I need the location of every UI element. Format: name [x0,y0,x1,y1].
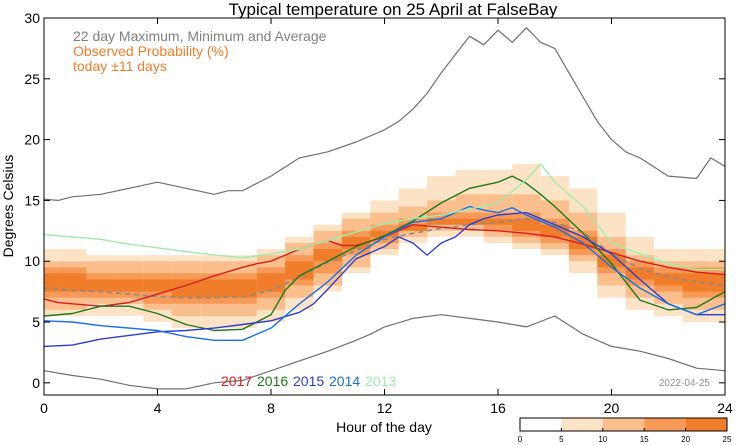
series-line-2015 [43,211,725,348]
legend-observed-probability: Observed Probability (%) [73,43,229,59]
colorbar: 0 5 10 15 20 25 [518,417,732,444]
series-line-minimum [43,314,726,390]
colorbar-tick-label: 5 [559,435,564,444]
probability-cell [455,218,484,225]
probability-cell [398,224,428,231]
year-label-2016: 2016 [257,373,288,389]
probability-cell [625,267,655,280]
y-axis-label: Degrees Celsius [0,155,16,258]
probability-cell [512,218,541,231]
legend-max-min-avg: 22 day Maximum, Minimum and Average [73,28,327,44]
year-label-2014: 2014 [329,373,360,389]
probability-cell [285,261,314,280]
probability-heatmap [44,163,725,329]
x-tick-label: 24 [717,400,733,416]
probability-cell [44,273,59,292]
date-stamp: 2022-04-25 [659,378,711,389]
series-line-2013 [43,163,725,271]
probability-cell [114,279,144,292]
probability-cell [171,279,201,298]
year-label-2017: 2017 [221,373,252,389]
x-tick-label: 0 [40,400,48,416]
x-tick-label: 16 [490,400,506,416]
probability-cell [200,279,229,298]
colorbar-tick-label: 15 [640,435,649,444]
colorbar-tick-label: 20 [681,435,690,444]
x-tick-label: 20 [604,400,620,416]
legend: 22 day Maximum, Minimum and Average Obse… [73,28,327,74]
colorbar-frame [519,417,728,432]
legend-today-range: today ±11 days [73,58,167,74]
colorbar-tick-label: 0 [518,435,523,444]
y-tick-label: 30 [24,10,40,26]
probability-cell [143,279,172,292]
probability-cell [313,249,342,262]
colorbar-segment [644,418,686,431]
probability-cell [654,273,683,286]
x-axis-label: Hour of the day [336,419,432,435]
series-line-average [43,217,726,299]
series-line-2014 [43,205,726,341]
axes: 0 4 8 12 16 20 24 0 5 10 15 20 25 30 [24,10,733,416]
series-lines [43,27,726,390]
colorbar-segment [602,418,645,431]
x-tick-label: 8 [267,400,275,416]
probability-cell [710,273,725,292]
probability-cell [427,218,456,225]
x-tick-label: 12 [377,400,393,416]
colorbar-tick-label: 25 [723,435,732,444]
probability-cell [228,279,257,298]
probability-cell [256,273,286,292]
probability-cell [483,218,513,225]
colorbar-segment [561,418,603,431]
probability-cell [86,279,115,292]
year-label-2013: 2013 [365,373,396,389]
x-tick-label: 4 [154,400,162,416]
probability-cell [682,273,711,292]
y-tick-label: 25 [24,71,40,87]
year-label-2015: 2015 [293,373,324,389]
series-line-2016 [43,175,726,332]
y-tick-label: 10 [24,253,40,269]
probability-cell [597,255,626,268]
y-tick-label: 0 [32,375,40,391]
probability-cell [58,273,87,292]
colorbar-segment [520,418,562,431]
colorbar-segment [685,418,727,431]
year-labels: 2017 2016 2015 2014 2013 [221,373,396,389]
colorbar-tick-label: 10 [598,435,607,444]
y-tick-label: 20 [24,132,40,148]
chart-title: Typical temperature on 25 April at False… [229,0,558,19]
probability-cell [370,230,399,237]
series-line-maximum [43,27,726,201]
y-tick-label: 15 [24,192,40,208]
y-tick-label: 5 [32,314,40,330]
